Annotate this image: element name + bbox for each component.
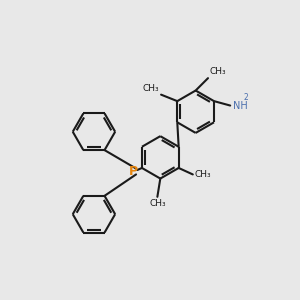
Text: NH: NH bbox=[232, 100, 247, 110]
Text: 2: 2 bbox=[244, 93, 248, 102]
Text: CH₃: CH₃ bbox=[149, 199, 166, 208]
Text: P: P bbox=[129, 165, 138, 178]
Text: CH₃: CH₃ bbox=[195, 170, 211, 179]
Text: CH₃: CH₃ bbox=[210, 68, 226, 76]
Text: CH₃: CH₃ bbox=[143, 85, 159, 94]
